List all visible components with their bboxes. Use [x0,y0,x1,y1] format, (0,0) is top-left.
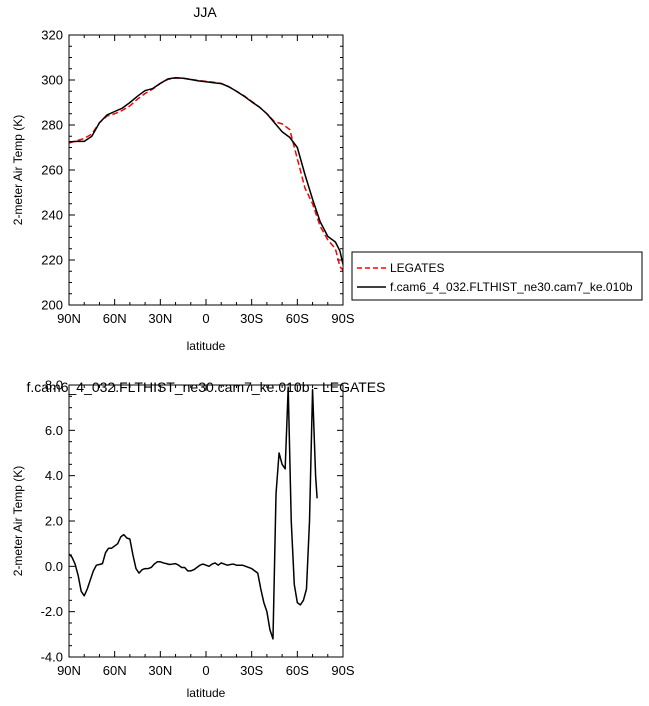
x-tick-label: 30S [240,663,263,678]
y-tick-label: 260 [41,163,63,178]
x-tick-label: 60N [103,311,127,326]
x-tick-label: 0 [202,311,209,326]
y-tick-label: 300 [41,73,63,88]
bottom-chart-series [68,386,318,640]
top-chart: JJA 90N 60N 30N 0 30S 60S 90S 200 220 240 260 280 30… [11,4,643,353]
top-chart-legend: LEGATES f.cam6_4_032.FLTHIST_ne30.cam7_k… [351,251,643,301]
y-tick-label: 320 [41,28,63,43]
bottom-chart-ticks: 90N 60N 30N 0 30S 60S 90S -4.0 -2.0 0.0 2.0 4.0 6.0 8… [41,378,355,679]
x-tick-label: 30S [240,311,263,326]
x-tick-label: 60N [103,663,127,678]
y-tick-label: -2.0 [41,604,63,619]
series-line-0-0 [68,77,344,271]
x-tick-label: 60S [286,311,309,326]
x-tick-label: 60S [286,663,309,678]
bottom-chart-xlabel: latitude [187,686,226,700]
series-line-1-0 [68,386,318,640]
top-chart-xlabel: latitude [187,339,226,353]
bottom-chart-ylabel: 2-meter Air Temp (K) [11,466,25,576]
y-tick-label: 0.0 [45,559,63,574]
top-chart-ticks: 90N 60N 30N 0 30S 60S 90S 200 220 240 260 280 300 320 [41,28,355,327]
legend-frame [351,251,643,301]
x-tick-label: 90S [331,311,354,326]
top-chart-title: JJA [193,4,217,20]
x-tick-label: 30N [148,663,172,678]
y-tick-label: 8.0 [45,378,63,393]
y-tick-label: 200 [41,298,63,313]
y-tick-label: -4.0 [41,650,63,665]
top-chart-series [68,77,344,271]
bottom-chart-plot-frame [68,384,344,658]
y-tick-label: 240 [41,208,63,223]
bottom-chart: f.cam6_4_032.FLTHIST_ne30.cam7_ke.010b -… [11,378,386,701]
y-tick-label: 2.0 [45,514,63,529]
x-tick-label: 30N [148,311,172,326]
y-tick-label: 280 [41,118,63,133]
y-tick-label: 220 [41,253,63,268]
legend-label-legates: LEGATES [390,261,444,275]
x-tick-label: 90N [57,311,81,326]
y-tick-label: 6.0 [45,423,63,438]
top-chart-ylabel: 2-meter Air Temp (K) [11,115,25,225]
y-tick-label: 4.0 [45,468,63,483]
x-tick-label: 0 [202,663,209,678]
x-tick-label: 90N [57,663,81,678]
x-tick-label: 90S [331,663,354,678]
series-line-0-1 [68,77,344,265]
legend-label-model: f.cam6_4_032.FLTHIST_ne30.cam7_ke.010b [390,280,633,294]
top-chart-plot-frame [68,34,344,306]
